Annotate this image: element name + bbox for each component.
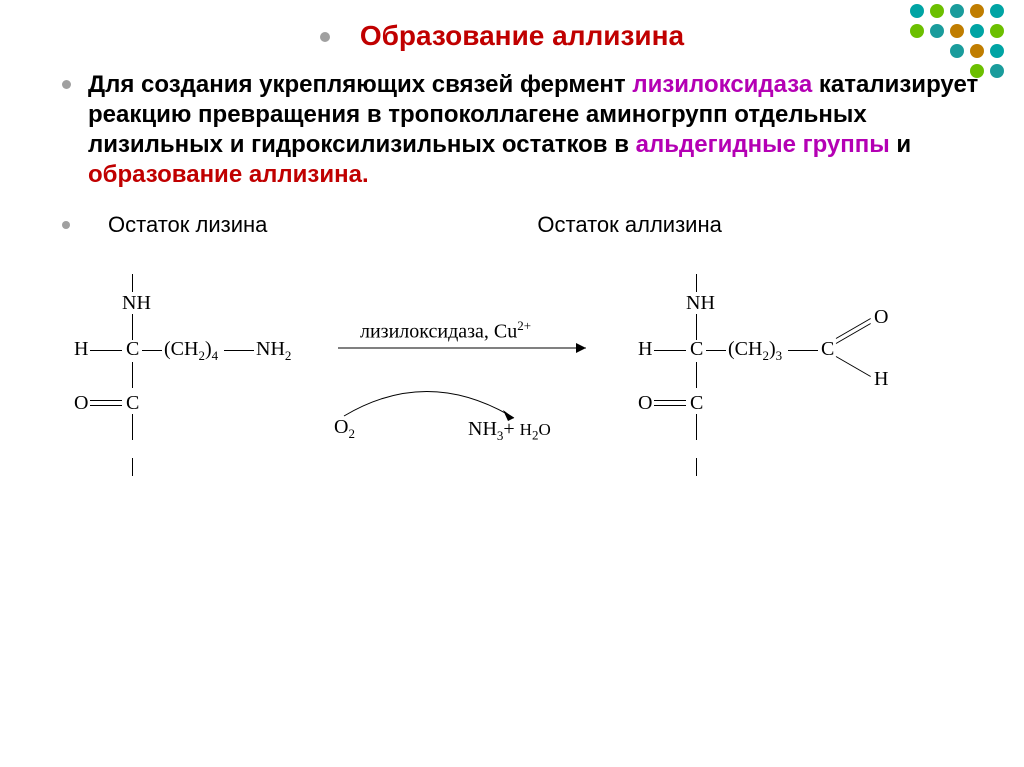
- allysine-label: Остаток аллизина: [537, 212, 721, 238]
- title-text: Образование аллизина: [360, 20, 684, 51]
- main-paragraph: Для создания укрепляющих связей фермент …: [88, 70, 984, 190]
- allysine-nh: NH: [686, 292, 715, 315]
- allysine-o: O: [638, 392, 652, 415]
- lysine-nh2: NH2: [256, 338, 291, 364]
- reaction-diagram: NH H C (CH2)4 NH2 O C лизилоксидаза, Cu2…: [60, 274, 984, 554]
- lysine-o: O: [74, 392, 88, 415]
- lysine-structure: NH H C (CH2)4 NH2 O C: [60, 274, 335, 494]
- allysine-c3: C: [821, 338, 834, 361]
- para-pre: Для создания укрепляющих связей фермент: [88, 71, 632, 98]
- lysine-label: Остаток лизина: [108, 212, 267, 238]
- lysine-nh: NH: [122, 292, 151, 315]
- allysine-ald-o: O: [874, 306, 888, 329]
- allysine-ald-h: H: [874, 368, 888, 391]
- products-label: NH3+ H2O: [468, 418, 551, 444]
- labels-bullet: [62, 221, 70, 229]
- reaction-arrow-area: лизилоксидаза, Cu2+ O2 NH3+ H2O: [338, 320, 598, 440]
- allysine-ch2: (CH2)3: [728, 338, 782, 364]
- slide-title: Образование аллизина: [60, 20, 984, 52]
- allysine-c1: C: [690, 338, 703, 361]
- lysine-h: H: [74, 338, 88, 361]
- enzyme-name: лизилоксидаза: [632, 71, 812, 98]
- o2-label: O2: [334, 416, 355, 442]
- para-mid2: и: [890, 131, 911, 158]
- lysine-c2: C: [126, 392, 139, 415]
- allysine-structure: NH H C (CH2)3 C O H O C: [624, 274, 964, 494]
- slide-content: Образование аллизина Для создания укрепл…: [0, 0, 1024, 554]
- title-bullet: [320, 32, 330, 42]
- molecule-labels-row: Остаток лизина Остаток аллизина: [60, 212, 984, 238]
- allysine-h: H: [638, 338, 652, 361]
- allysine-c2: C: [690, 392, 703, 415]
- lysine-ch2: (CH2)4: [164, 338, 218, 364]
- para-bullet: [62, 80, 71, 89]
- lysine-c1: C: [126, 338, 139, 361]
- aldehyde-groups: альдегидные группы: [636, 131, 890, 158]
- allysine-formation: образование аллизина.: [88, 161, 369, 188]
